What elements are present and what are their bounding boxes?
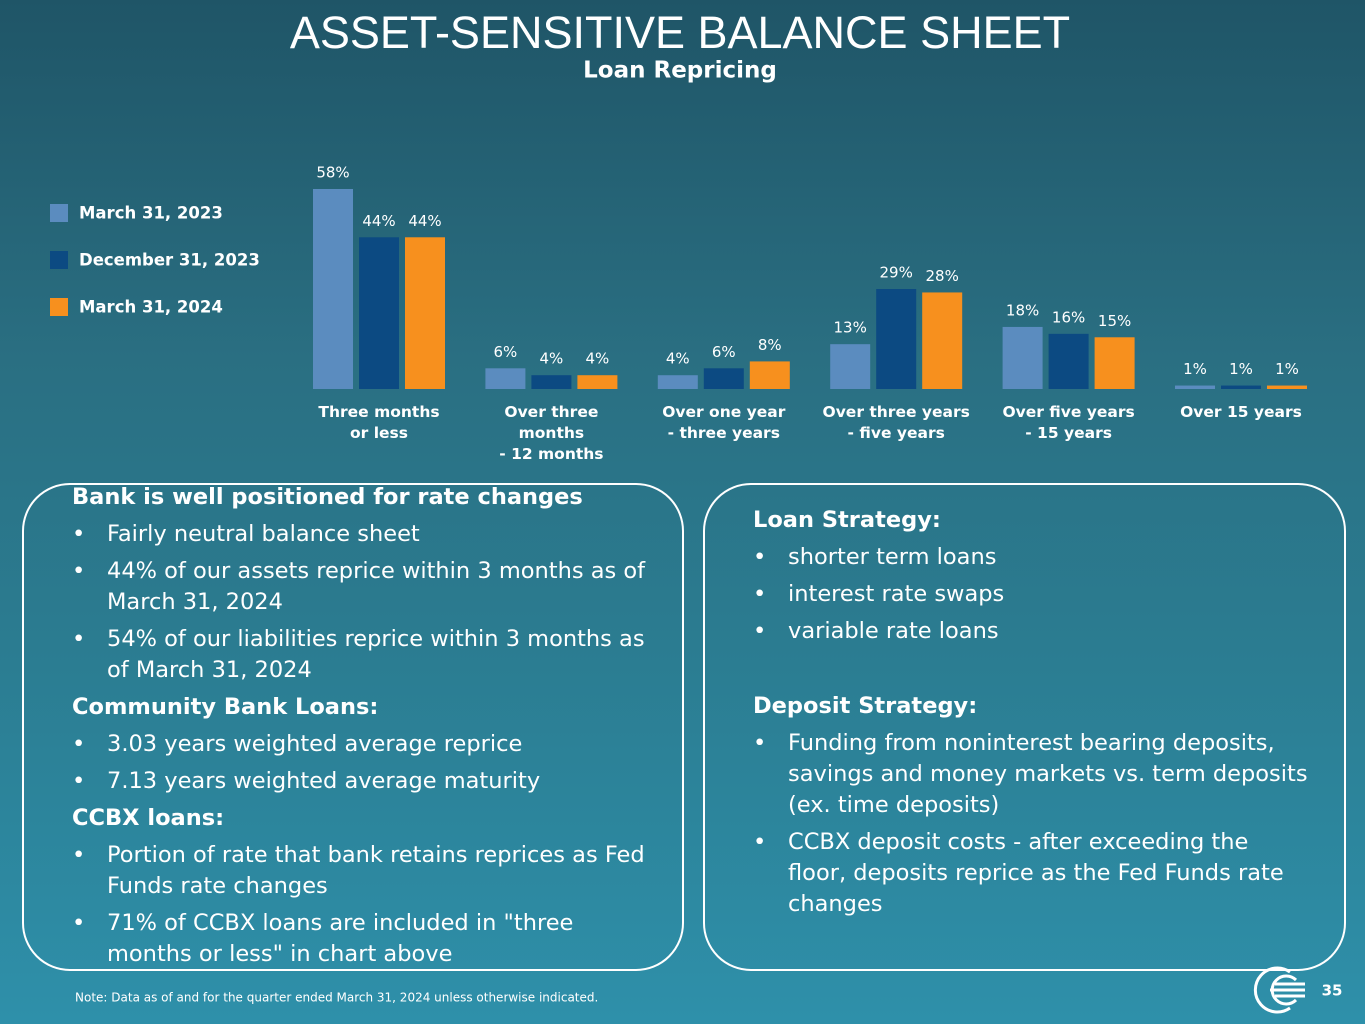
legend-label: March 31, 2023: [79, 204, 223, 223]
bar-label: 58%: [316, 164, 349, 182]
bar: [1002, 326, 1043, 389]
x-tick-label: Over three years - five years: [822, 403, 970, 442]
bar-label: 44%: [408, 212, 441, 230]
bullet-item: 7.13 years weighted average maturity: [72, 766, 647, 797]
bar: [749, 361, 790, 389]
chart-title: Loan Repricing: [583, 58, 777, 84]
bar-label: 4%: [586, 350, 610, 368]
right-panel: [703, 483, 1346, 971]
bar: [1267, 385, 1307, 389]
bar: [1221, 385, 1261, 389]
bar-label: 6%: [712, 343, 736, 361]
section-heading: Community Bank Loans:: [72, 694, 379, 720]
bar-label: 16%: [1052, 308, 1085, 326]
bullet-item: 44% of our assets reprice within 3 month…: [72, 556, 647, 618]
bar-label: 29%: [880, 264, 913, 282]
bullet-item: 54% of our liabilities reprice within 3 …: [72, 624, 647, 686]
bar: [830, 344, 871, 389]
bar-label: 1%: [1275, 360, 1299, 378]
bar: [405, 237, 445, 389]
page-number: 35: [1322, 982, 1343, 1000]
bar: [485, 368, 526, 389]
bar-label: 8%: [758, 336, 782, 354]
bar: [1048, 333, 1089, 389]
bullet-item: Fairly neutral balance sheet: [72, 519, 647, 550]
x-tick-label: Over one year - three years: [662, 403, 786, 442]
x-tick-label: Three months or less: [318, 403, 440, 442]
bar-label: 18%: [1006, 301, 1039, 319]
bar-label: 1%: [1183, 360, 1207, 378]
x-tick-label: Over 15 years: [1180, 403, 1302, 421]
bullet-item: CCBX deposit costs - after exceeding the…: [753, 827, 1313, 920]
bar: [1175, 385, 1215, 389]
bar-label: 13%: [834, 319, 867, 337]
bar: [922, 292, 963, 389]
legend-swatch: [50, 204, 68, 222]
bar-label: 15%: [1098, 312, 1131, 330]
bar: [531, 375, 572, 389]
footnote: Note: Data as of and for the quarter end…: [75, 991, 598, 1005]
legend-swatch: [50, 298, 68, 316]
x-tick-label: Over five years - 15 years: [1002, 403, 1135, 442]
legend-label: December 31, 2023: [79, 251, 260, 270]
bullet-item: variable rate loans: [753, 616, 1313, 647]
left-panel: [22, 483, 684, 971]
bar-label: 44%: [362, 212, 395, 230]
section-heading: Loan Strategy:: [753, 507, 941, 533]
bullet-item: interest rate swaps: [753, 579, 1313, 610]
legend-label: March 31, 2024: [79, 298, 223, 317]
section-heading: CCBX loans:: [72, 805, 225, 831]
bar-label: 1%: [1229, 360, 1253, 378]
section-heading: Deposit Strategy:: [753, 693, 978, 719]
right-panel-text: Loan Strategy: shorter term loans interest…: [753, 499, 1313, 920]
bullet-item: Portion of rate that bank retains repric…: [72, 840, 647, 902]
x-tick-label: Over three months - 12 months: [499, 403, 604, 463]
logo: [1253, 966, 1305, 1014]
bullet-item: 71% of CCBX loans are included in "three…: [72, 908, 647, 970]
bar: [313, 189, 353, 389]
bar-label: 4%: [666, 350, 690, 368]
bullet-item: 3.03 years weighted average reprice: [72, 729, 647, 760]
bar: [876, 289, 917, 389]
bar-label: 4%: [540, 350, 564, 368]
slide-title: ASSET-SENSITIVE BALANCE SHEET: [290, 7, 1070, 58]
legend-swatch: [50, 251, 68, 269]
bar: [703, 368, 744, 389]
bar: [359, 237, 399, 389]
bar: [577, 375, 618, 389]
bullet-item: shorter term loans: [753, 542, 1313, 573]
bullet-item: Funding from noninterest bearing deposit…: [753, 728, 1313, 821]
bar: [657, 375, 698, 389]
bar-label: 6%: [494, 343, 518, 361]
left-panel-text: Bank is well positioned for rate changes…: [72, 476, 647, 970]
bar: [1094, 337, 1135, 389]
section-heading: Bank is well positioned for rate changes: [72, 484, 583, 510]
bar-label: 28%: [926, 267, 959, 285]
